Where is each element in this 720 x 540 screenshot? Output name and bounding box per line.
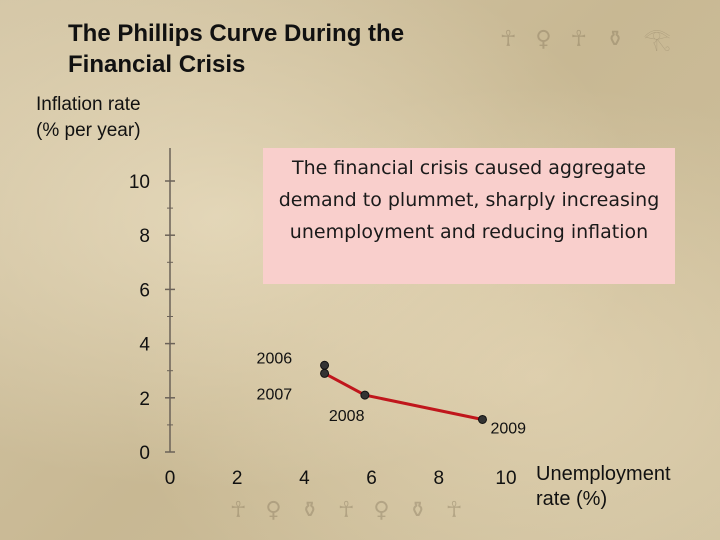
x-tick-label: 2 xyxy=(232,468,243,489)
data-point xyxy=(360,390,370,400)
x-axis-label: Unemployment rate (%) xyxy=(536,462,671,512)
x-tick-label: 4 xyxy=(299,468,310,489)
annotation-box: The financial crisis caused aggregate de… xyxy=(263,148,675,284)
y-axis-label: Inflation rate (% per year) xyxy=(36,92,141,144)
point-label: 2009 xyxy=(490,420,526,437)
x-tick-label: 0 xyxy=(165,468,176,489)
decorative-glyphs-bottom: ☥ ♀ ⚱ ☥ ♀ ⚱ ☥ xyxy=(230,498,469,523)
data-point xyxy=(477,414,487,424)
y-tick-label: 0 xyxy=(139,443,150,464)
chart-title-line-1: The Phillips Curve During the xyxy=(68,20,405,47)
point-label: 2008 xyxy=(329,408,365,425)
point-label: 2007 xyxy=(257,386,293,403)
x-axis-label-line-2: rate (%) xyxy=(536,488,608,510)
y-tick-label: 10 xyxy=(129,172,150,193)
point-label: 2006 xyxy=(257,350,293,367)
x-tick-label: 10 xyxy=(495,468,516,489)
chart-title-line-2: Financial Crisis xyxy=(68,51,246,78)
y-tick-label: 6 xyxy=(139,280,150,301)
decorative-glyphs-top: ☥ ♀ ☥ ⚱ 𓂀 xyxy=(500,27,677,52)
y-tick-label: 8 xyxy=(139,226,150,247)
data-point xyxy=(320,368,330,378)
y-tick-label: 4 xyxy=(139,335,150,356)
y-axis-label-line-2: (% per year) xyxy=(36,120,141,141)
x-tick-label: 6 xyxy=(366,468,377,489)
data-point xyxy=(320,360,330,370)
y-tick-label: 2 xyxy=(139,389,150,410)
y-axis-label-line-1: Inflation rate xyxy=(36,94,141,115)
x-axis-label-line-1: Unemployment xyxy=(536,463,671,485)
x-tick-label: 8 xyxy=(434,468,445,489)
chart-title: The Phillips Curve During the Financial … xyxy=(68,18,528,80)
